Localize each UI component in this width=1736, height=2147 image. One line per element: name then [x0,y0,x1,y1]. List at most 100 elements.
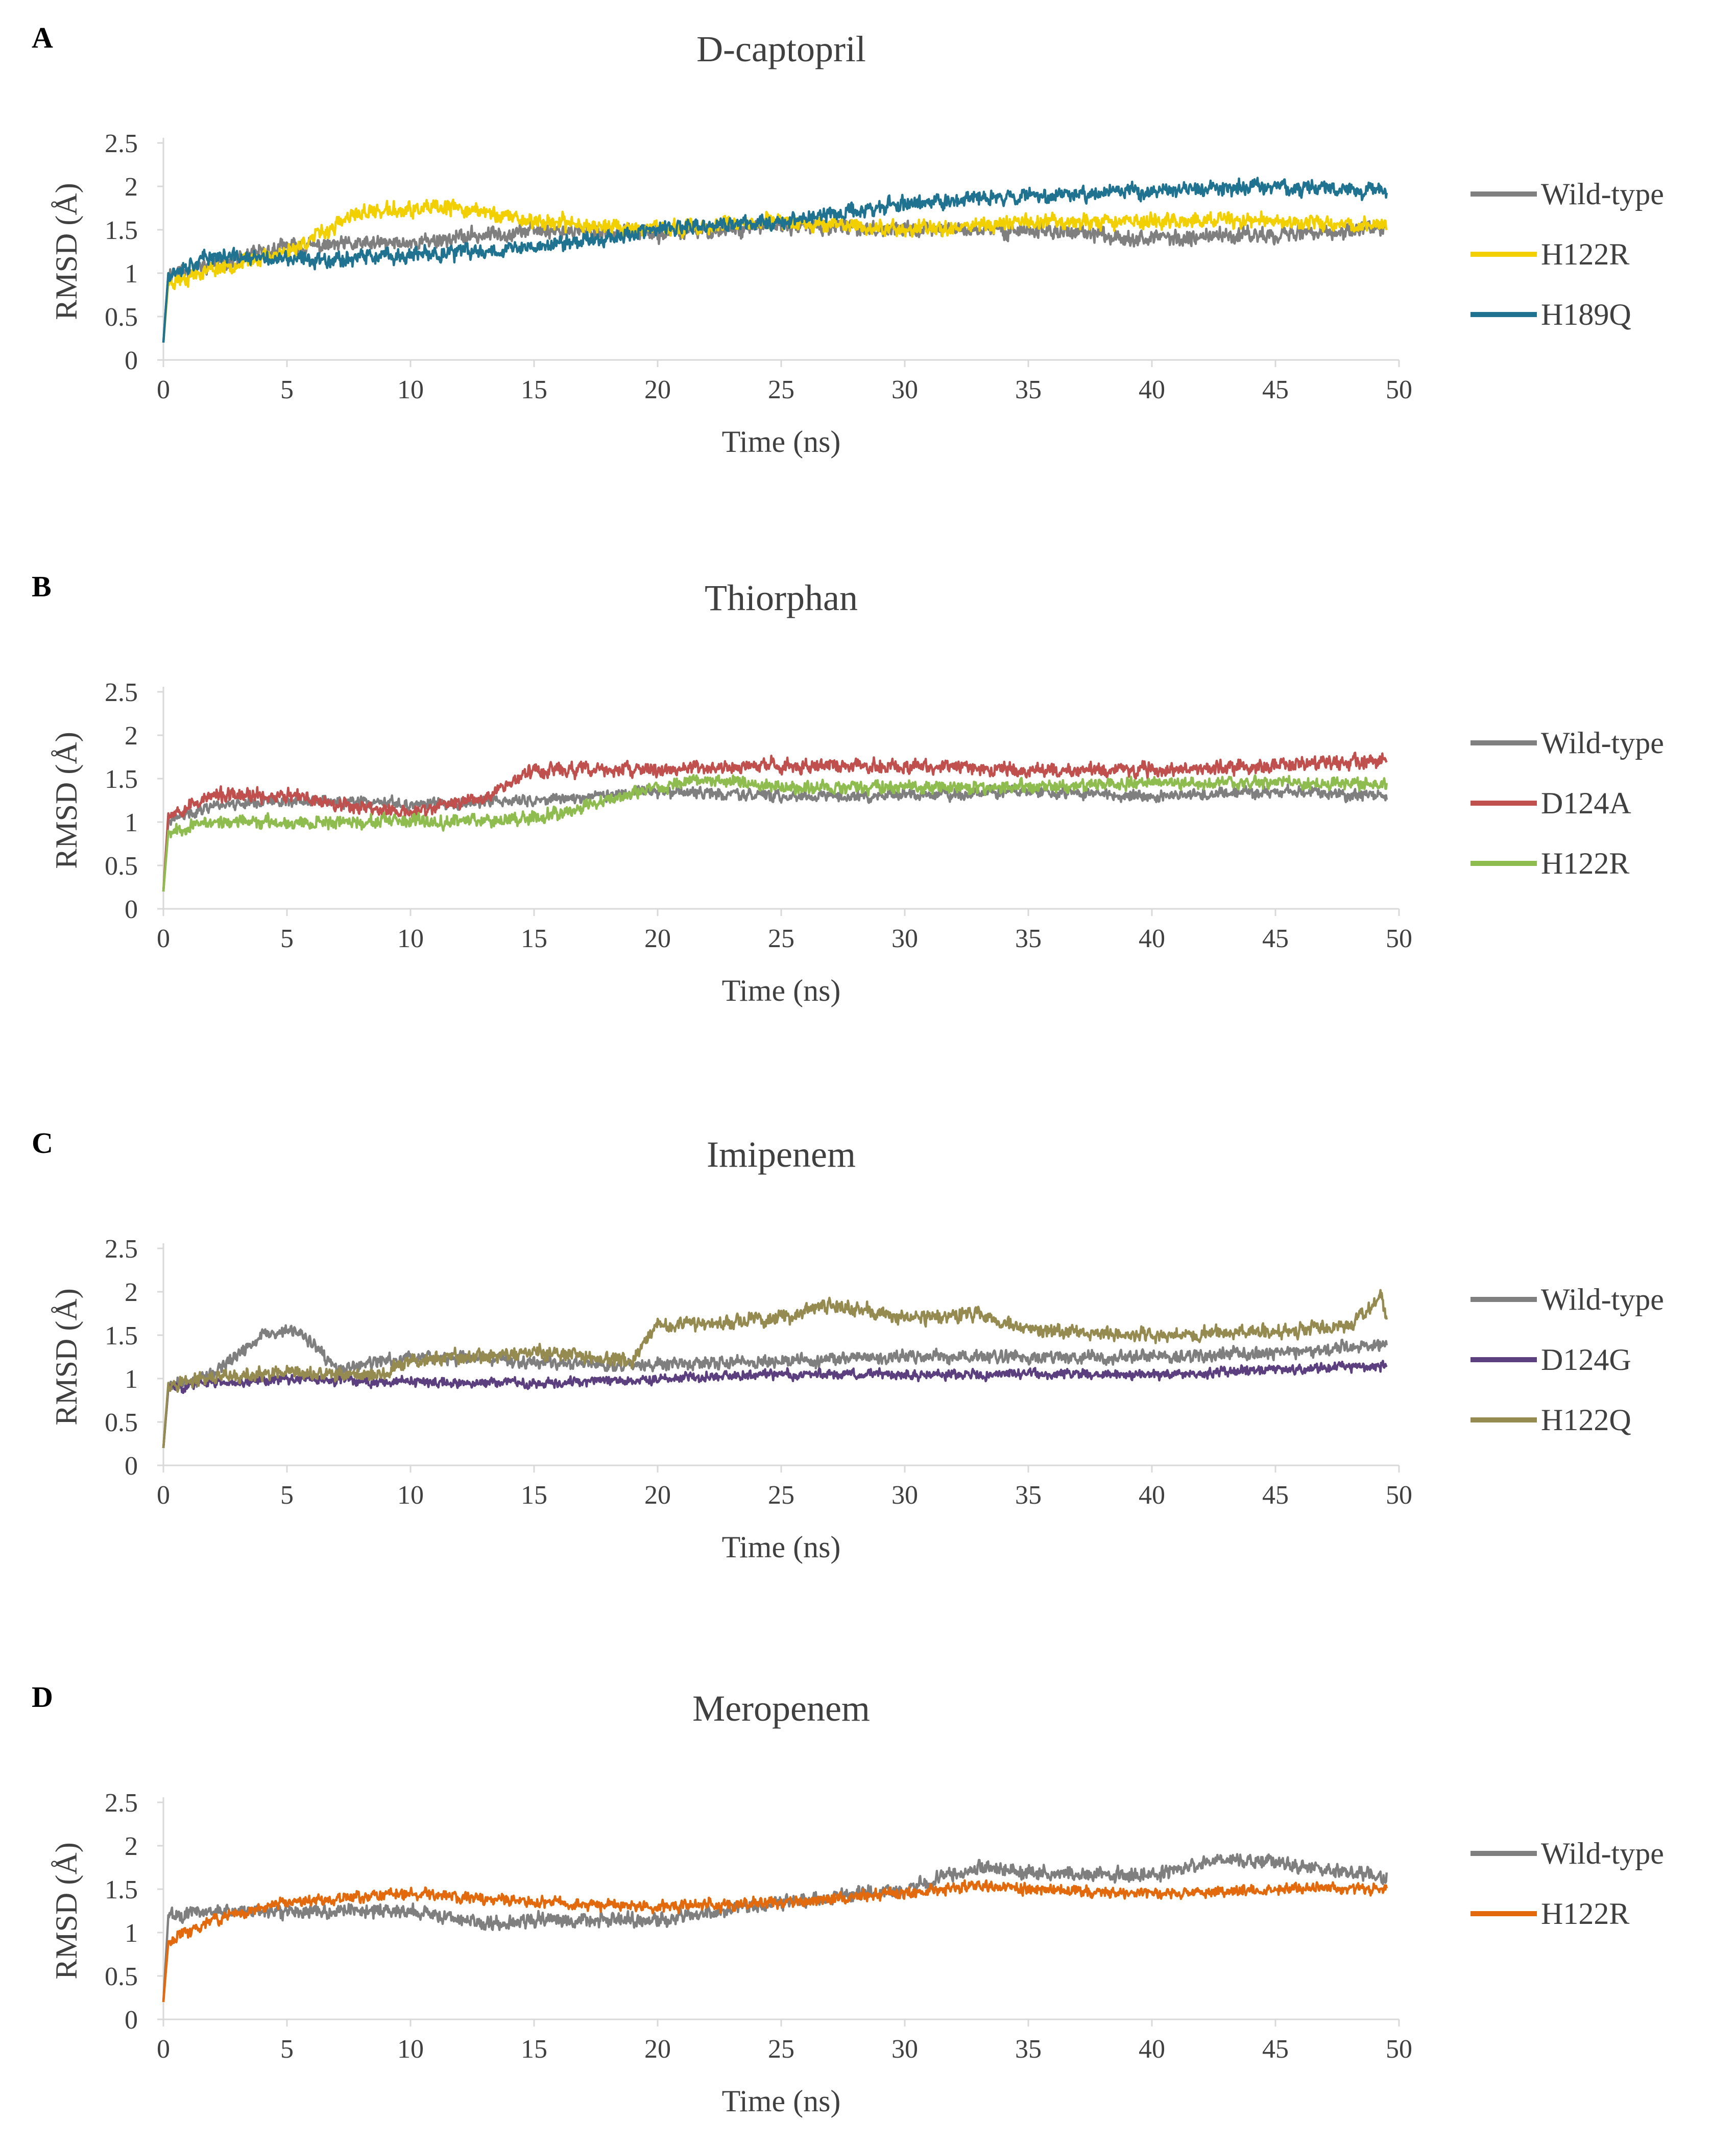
y-tick-label: 1 [125,1919,138,1948]
x-tick-label: 10 [397,2035,424,2064]
x-tick-label: 40 [1139,375,1165,404]
x-tick-label: 15 [521,1481,547,1510]
legend-label: D124A [1541,786,1631,820]
y-tick-label: 2 [125,1832,138,1861]
legend-label: Wild-type [1541,177,1664,211]
panel-label: D [32,1680,53,1714]
y-tick-label: 0.5 [105,1962,138,1991]
y-axis-label: RMSD (Å) [50,183,83,320]
x-tick-label: 20 [644,1481,671,1510]
chart-title: Meropenem [692,1688,870,1729]
y-axis-label: RMSD (Å) [50,1842,83,1979]
chart-title: D-captopril [696,29,866,69]
chart-svg: Imipenem 0 0.5 1 1.5 2 2.5 0 5 10 15 20 25 30 35 40 45 50… [50,1134,1664,1564]
y-tick-label: 1.5 [105,1875,138,1904]
x-tick-label: 45 [1262,375,1289,404]
x-tick-label: 20 [644,924,671,953]
x-tick-label: 10 [397,1481,424,1510]
x-tick-label: 40 [1139,2035,1165,2064]
series-line [162,217,1387,343]
y-tick-label: 1 [125,1365,138,1394]
chart-svg: Meropenem 0 0.5 1 1.5 2 2.5 0 5 10 15 20 25 30 35 40 45 5… [50,1688,1664,2118]
y-axis-label: RMSD (Å) [50,732,83,869]
x-tick-label: 35 [1015,1481,1042,1510]
x-axis-label: Time (ns) [722,425,841,459]
panel-label: B [32,570,52,603]
x-axis-label: Time (ns) [722,1530,841,1564]
series-line [162,774,1388,892]
y-tick-label: 1 [125,259,138,288]
y-tick-label: 2.5 [105,678,138,707]
chart-title: Thiorphan [705,577,858,618]
y-tick-label: 0.5 [105,1408,138,1437]
legend-label: H189Q [1541,298,1631,331]
x-tick-label: 25 [768,1481,794,1510]
y-tick-label: 0 [125,1452,138,1481]
panel-d: D Meropenem 0 0.5 1 1.5 2 2.5 0 5 10 15 20 25 30 35 40 4… [0,1680,1736,2147]
x-tick-label: 45 [1262,924,1289,953]
chart-title: Imipenem [707,1134,856,1175]
series-line [162,1879,1388,2003]
panel-label: C [32,1126,53,1160]
x-tick-label: 50 [1386,375,1412,404]
legend-label: D124G [1541,1343,1631,1377]
x-tick-label: 0 [157,2035,170,2064]
chart-svg: D-captopril 0 0.5 1 1.5 2 2.5 0 5 10 15 20 25 30 35 40 4… [50,29,1664,459]
x-tick-label: 0 [157,375,170,404]
x-tick-label: 5 [280,1481,294,1510]
series-line [162,1289,1388,1449]
legend-label: H122R [1541,847,1629,880]
x-tick-label: 20 [644,375,671,404]
legend-label: Wild-type [1541,1837,1664,1870]
y-tick-label: 2 [125,1278,138,1307]
y-tick-label: 1.5 [105,216,138,245]
y-tick-label: 2 [125,721,138,751]
panel-label: A [32,21,53,54]
y-tick-label: 1 [125,808,138,837]
x-tick-label: 35 [1015,924,1042,953]
legend-label: H122R [1541,237,1629,271]
x-tick-label: 35 [1015,375,1042,404]
legend-label: Wild-type [1541,726,1664,760]
x-tick-label: 45 [1262,2035,1289,2064]
x-tick-label: 15 [521,924,547,953]
x-tick-label: 5 [280,2035,294,2064]
x-tick-label: 15 [521,375,547,404]
series-line [162,1853,1388,2003]
x-tick-label: 50 [1386,1481,1412,1510]
y-axis-label: RMSD (Å) [50,1288,83,1425]
x-tick-label: 10 [397,375,424,404]
panel-c: C Imipenem 0 0.5 1 1.5 2 2.5 0 5 10 15 20 25 30 35 40 45… [0,1126,1736,1626]
x-tick-label: 5 [280,924,294,953]
series-line [162,177,1388,343]
legend-label: H122Q [1541,1403,1631,1437]
x-tick-label: 30 [891,375,918,404]
legend-label: Wild-type [1541,1283,1664,1316]
x-tick-label: 40 [1139,1481,1165,1510]
y-tick-label: 2.5 [105,129,138,158]
legend-label: H122R [1541,1897,1629,1931]
x-tick-label: 15 [521,2035,547,2064]
x-tick-label: 0 [157,924,170,953]
y-tick-label: 2 [125,173,138,202]
y-tick-label: 2.5 [105,1789,138,1818]
series-line [162,751,1388,892]
chart-svg: Thiorphan 0 0.5 1 1.5 2 2.5 0 5 10 15 20 25 30 35 40 45 5… [50,577,1664,1007]
x-axis-label: Time (ns) [722,2084,841,2118]
x-tick-label: 50 [1386,2035,1412,2064]
y-tick-label: 2.5 [105,1235,138,1264]
series-line [162,1360,1388,1449]
y-tick-label: 0 [125,346,138,375]
x-tick-label: 5 [280,375,294,404]
x-tick-label: 25 [768,375,794,404]
x-tick-label: 25 [768,2035,794,2064]
x-tick-label: 25 [768,924,794,953]
y-tick-label: 1.5 [105,1321,138,1350]
y-tick-label: 1.5 [105,765,138,794]
panel-a: A D-captopril 0 0.5 1 1.5 2 2.5 0 5 10 15 20 25 30 35 4… [0,20,1736,521]
x-tick-label: 20 [644,2035,671,2064]
y-tick-label: 0.5 [105,852,138,881]
x-tick-label: 50 [1386,924,1412,953]
x-tick-label: 45 [1262,1481,1289,1510]
x-tick-label: 10 [397,924,424,953]
